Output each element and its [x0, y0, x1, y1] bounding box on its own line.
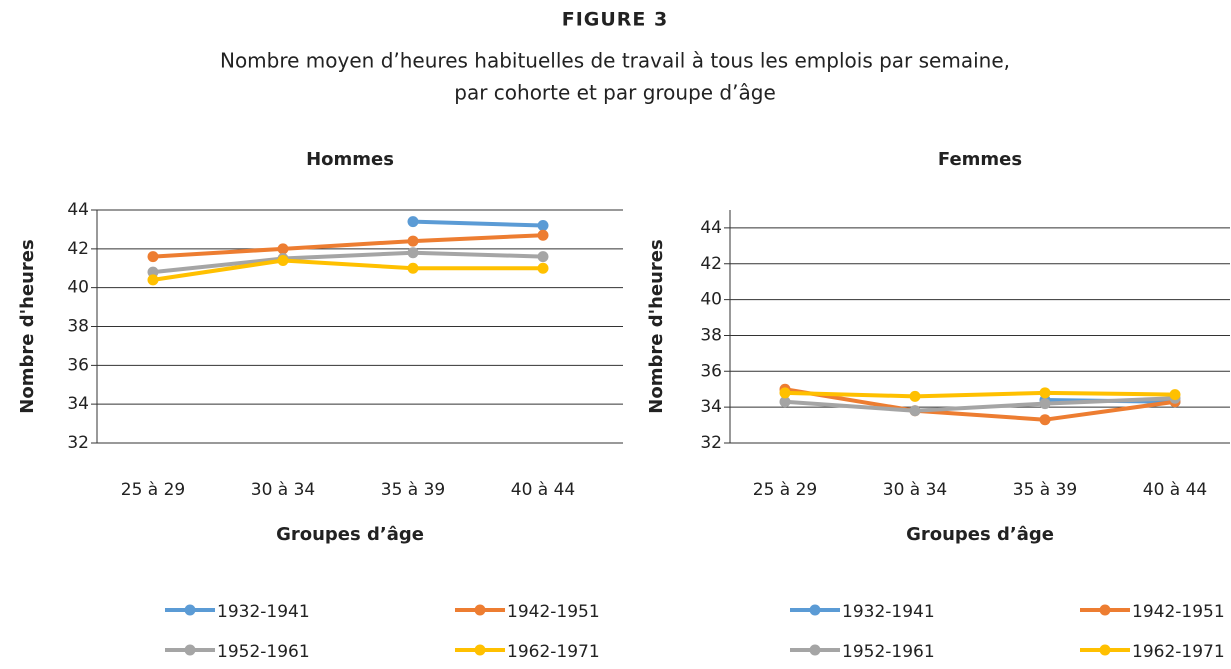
- x-tick-label: 30 à 34: [251, 480, 316, 500]
- y-axis-label: Nombre d'heures: [17, 239, 38, 413]
- y-tick-label: 40: [700, 290, 722, 310]
- y-tick-label: 32: [700, 433, 722, 453]
- chart-title: Femmes: [938, 149, 1022, 170]
- y-tick-label: 34: [700, 397, 722, 417]
- y-tick-label: 38: [67, 317, 89, 337]
- point: [407, 235, 419, 247]
- y-tick-label: 38: [700, 325, 722, 345]
- y-tick-label: 32: [67, 433, 89, 453]
- series-line: [152, 258, 543, 282]
- point: [909, 390, 921, 402]
- legend-marker: [474, 604, 486, 616]
- series-line: [152, 250, 544, 275]
- point: [537, 220, 549, 232]
- legend-marker: [1099, 644, 1111, 656]
- x-axis-label: Groupes d’âge: [906, 524, 1054, 545]
- legend-marker: [184, 604, 196, 616]
- legend-label: 1962-1971: [507, 642, 600, 662]
- y-tick-label: 36: [700, 361, 722, 381]
- point: [1039, 398, 1051, 410]
- legend-label: 1952-1961: [842, 642, 935, 662]
- point: [779, 387, 791, 399]
- y-tick-label: 36: [67, 355, 89, 375]
- point: [909, 405, 921, 417]
- figure-title: par cohorte et par groupe d’âge: [454, 81, 776, 105]
- point: [407, 247, 419, 259]
- chart-title: Hommes: [306, 149, 394, 170]
- series-line: [784, 396, 1176, 413]
- point: [147, 266, 159, 278]
- x-tick-label: 35 à 39: [381, 480, 446, 500]
- x-tick-label: 35 à 39: [1013, 480, 1078, 500]
- legend-label: 1942-1951: [507, 602, 600, 622]
- series-line: [784, 390, 1176, 399]
- y-tick-label: 44: [700, 218, 722, 238]
- point: [537, 251, 549, 263]
- legend-marker: [809, 644, 821, 656]
- series-line: [412, 219, 544, 228]
- series-line: [152, 233, 544, 259]
- point: [147, 274, 159, 286]
- point: [147, 251, 159, 263]
- legend-label: 1932-1941: [842, 602, 935, 622]
- point: [407, 262, 419, 274]
- series-line: [784, 387, 1176, 422]
- x-tick-label: 25 à 29: [753, 480, 818, 500]
- point: [1039, 387, 1051, 399]
- y-tick-label: 44: [67, 200, 89, 220]
- legend-marker: [1099, 604, 1111, 616]
- point: [537, 262, 549, 274]
- point: [1169, 389, 1181, 401]
- point: [1039, 414, 1051, 426]
- y-axis-label: Nombre d'heures: [646, 239, 667, 413]
- figure-title: Nombre moyen d’heures habituelles de tra…: [220, 49, 1010, 73]
- y-tick-label: 42: [700, 254, 722, 274]
- y-tick-label: 42: [67, 239, 89, 259]
- figure-label: FIGURE 3: [562, 9, 669, 31]
- legend-label: 1962-1971: [1132, 642, 1225, 662]
- legend-marker: [809, 604, 821, 616]
- x-tick-label: 30 à 34: [883, 480, 948, 500]
- x-axis-label: Groupes d’âge: [276, 524, 424, 545]
- y-tick-label: 40: [67, 278, 89, 298]
- point: [277, 254, 289, 266]
- legend-label: 1952-1961: [217, 642, 310, 662]
- x-tick-label: 40 à 44: [1143, 480, 1208, 500]
- point: [537, 229, 549, 241]
- x-tick-label: 40 à 44: [511, 480, 576, 500]
- legend-marker: [474, 644, 486, 656]
- point: [779, 396, 791, 408]
- point: [407, 216, 419, 228]
- legend-label: 1942-1951: [1132, 602, 1225, 622]
- y-tick-label: 34: [67, 394, 89, 414]
- point: [277, 243, 289, 255]
- x-tick-label: 25 à 29: [121, 480, 186, 500]
- legend-label: 1932-1941: [217, 602, 310, 622]
- legend-marker: [184, 644, 196, 656]
